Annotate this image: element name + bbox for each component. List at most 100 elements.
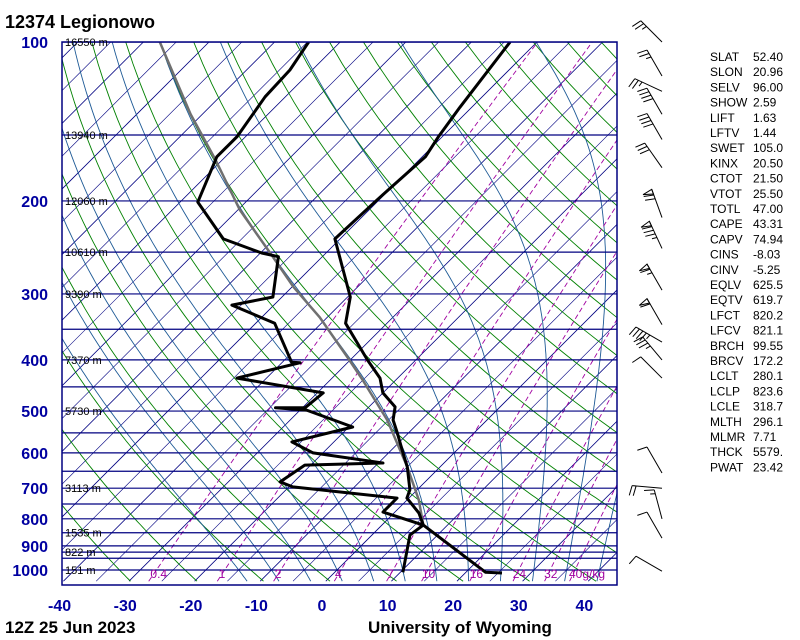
isotherm — [456, 420, 617, 582]
wind-barb-half — [647, 272, 653, 275]
index-value: 96.00 — [753, 80, 783, 94]
wind-barb-half — [645, 345, 651, 349]
isotherm — [62, 42, 144, 124]
temperature-trace — [333, 42, 512, 575]
index-value: 1.63 — [753, 111, 777, 125]
index-name: CAPE — [710, 217, 743, 231]
wind-barb-staff — [646, 49, 663, 77]
mixing-ratio-line — [544, 438, 617, 582]
wind-barb-full — [643, 194, 654, 198]
index-value: 1.44 — [753, 126, 777, 140]
wind-barb-full — [639, 116, 650, 121]
wind-barb-staff — [640, 356, 663, 379]
wind-barb-pennant — [639, 263, 651, 272]
dry-adiabat — [125, 42, 597, 582]
height-label: 16550 m — [65, 37, 108, 49]
axis-labels: 0.4 1 2 4 7 10 16 24 32 40g/kg1002003004005006007… — [12, 35, 605, 615]
index-value: 52.40 — [753, 50, 783, 64]
pressure-tick-label: 400 — [21, 353, 48, 370]
wind-barb-full — [641, 94, 652, 99]
wind-barb-staff — [640, 20, 663, 43]
mixing-ratio-line — [273, 68, 617, 582]
temperature-tick-label: -30 — [114, 598, 137, 615]
mixing-ratio-line — [216, 42, 593, 582]
wind-barb — [644, 489, 663, 519]
index-value: 25.50 — [753, 187, 783, 201]
isotherm — [227, 191, 617, 582]
isotherm — [161, 125, 617, 582]
isotherm — [62, 42, 374, 354]
isotherm — [62, 42, 243, 223]
height-label: 12060 m — [65, 196, 108, 208]
isotherm — [62, 42, 275, 256]
isotherm — [62, 42, 111, 92]
temperature-tick-label: 0 — [318, 598, 327, 615]
wind-barb-full — [644, 489, 655, 492]
mixing-ratio-label: 0.4 — [150, 567, 167, 581]
isotherm — [128, 92, 617, 582]
wind-barb-full — [628, 326, 637, 336]
index-value: 625.5 — [753, 278, 783, 292]
wind-barb-full — [632, 485, 637, 496]
dewpoint-trace — [196, 42, 425, 573]
index-value: 821.1 — [753, 324, 783, 338]
moist-adiabat — [400, 42, 548, 582]
mixing-ratio-label: 40g/kg — [569, 567, 605, 581]
wind-barb — [639, 263, 663, 291]
index-value: -8.03 — [753, 248, 781, 262]
moist-adiabat — [596, 491, 617, 582]
mixing-ratio-line — [386, 204, 617, 582]
wind-barb — [632, 20, 663, 43]
mixing-ratio-line — [512, 385, 617, 582]
index-name: LCLE — [710, 400, 740, 414]
isotherm — [95, 59, 617, 582]
isotherm — [62, 42, 505, 485]
wind-barb-full — [637, 511, 648, 516]
index-value: 823.6 — [753, 384, 783, 398]
dry-adiabat — [363, 42, 617, 319]
wind-barb-staff — [634, 78, 663, 92]
wind-barb-full — [641, 226, 652, 230]
wind-barb-staff — [646, 87, 663, 115]
index-value: 21.50 — [753, 172, 783, 186]
index-name: SELV — [710, 80, 740, 94]
wind-barb-full — [637, 113, 648, 118]
height-label: 7370 m — [65, 355, 102, 367]
wind-barb-half — [646, 56, 652, 60]
index-value: 74.94 — [753, 232, 783, 246]
wind-barb-full — [628, 78, 636, 88]
index-value: 43.31 — [753, 217, 783, 231]
mixing-ratio-label: 24 — [513, 567, 527, 581]
dry-adiabat — [62, 428, 198, 582]
index-name: LFTV — [710, 126, 739, 140]
index-value: 619.7 — [753, 293, 783, 307]
index-name: CAPV — [710, 232, 743, 246]
wind-barb-staff — [644, 142, 663, 168]
mixing-ratio-label: 2 — [275, 567, 282, 581]
height-label: 9390 m — [65, 289, 102, 301]
isotherm — [62, 42, 341, 321]
mixing-ratio-line — [333, 139, 617, 582]
moist-adiabat — [535, 42, 607, 582]
wind-barb — [640, 220, 663, 249]
mixing-ratio-label: 4 — [335, 567, 342, 581]
isotherm — [62, 42, 571, 551]
index-name: LIFT — [710, 111, 735, 125]
wind-barb-full — [645, 198, 656, 201]
wind-barb-staff — [653, 489, 663, 519]
index-value: 296.1 — [753, 415, 783, 429]
wind-barb-staff — [635, 326, 663, 343]
wind-barb — [637, 49, 663, 77]
wind-barbs — [628, 20, 663, 572]
index-name: VTOT — [710, 187, 742, 201]
wind-barb-full — [639, 149, 650, 155]
wind-barb-full — [632, 328, 640, 338]
dry-adiabat — [295, 42, 617, 395]
wind-barb-pennant — [639, 297, 651, 306]
isotherm — [358, 322, 617, 582]
wind-barb — [637, 113, 663, 140]
wind-barb-full — [637, 87, 648, 92]
wind-barb-staff — [632, 485, 663, 489]
wind-barb-full — [632, 356, 642, 363]
